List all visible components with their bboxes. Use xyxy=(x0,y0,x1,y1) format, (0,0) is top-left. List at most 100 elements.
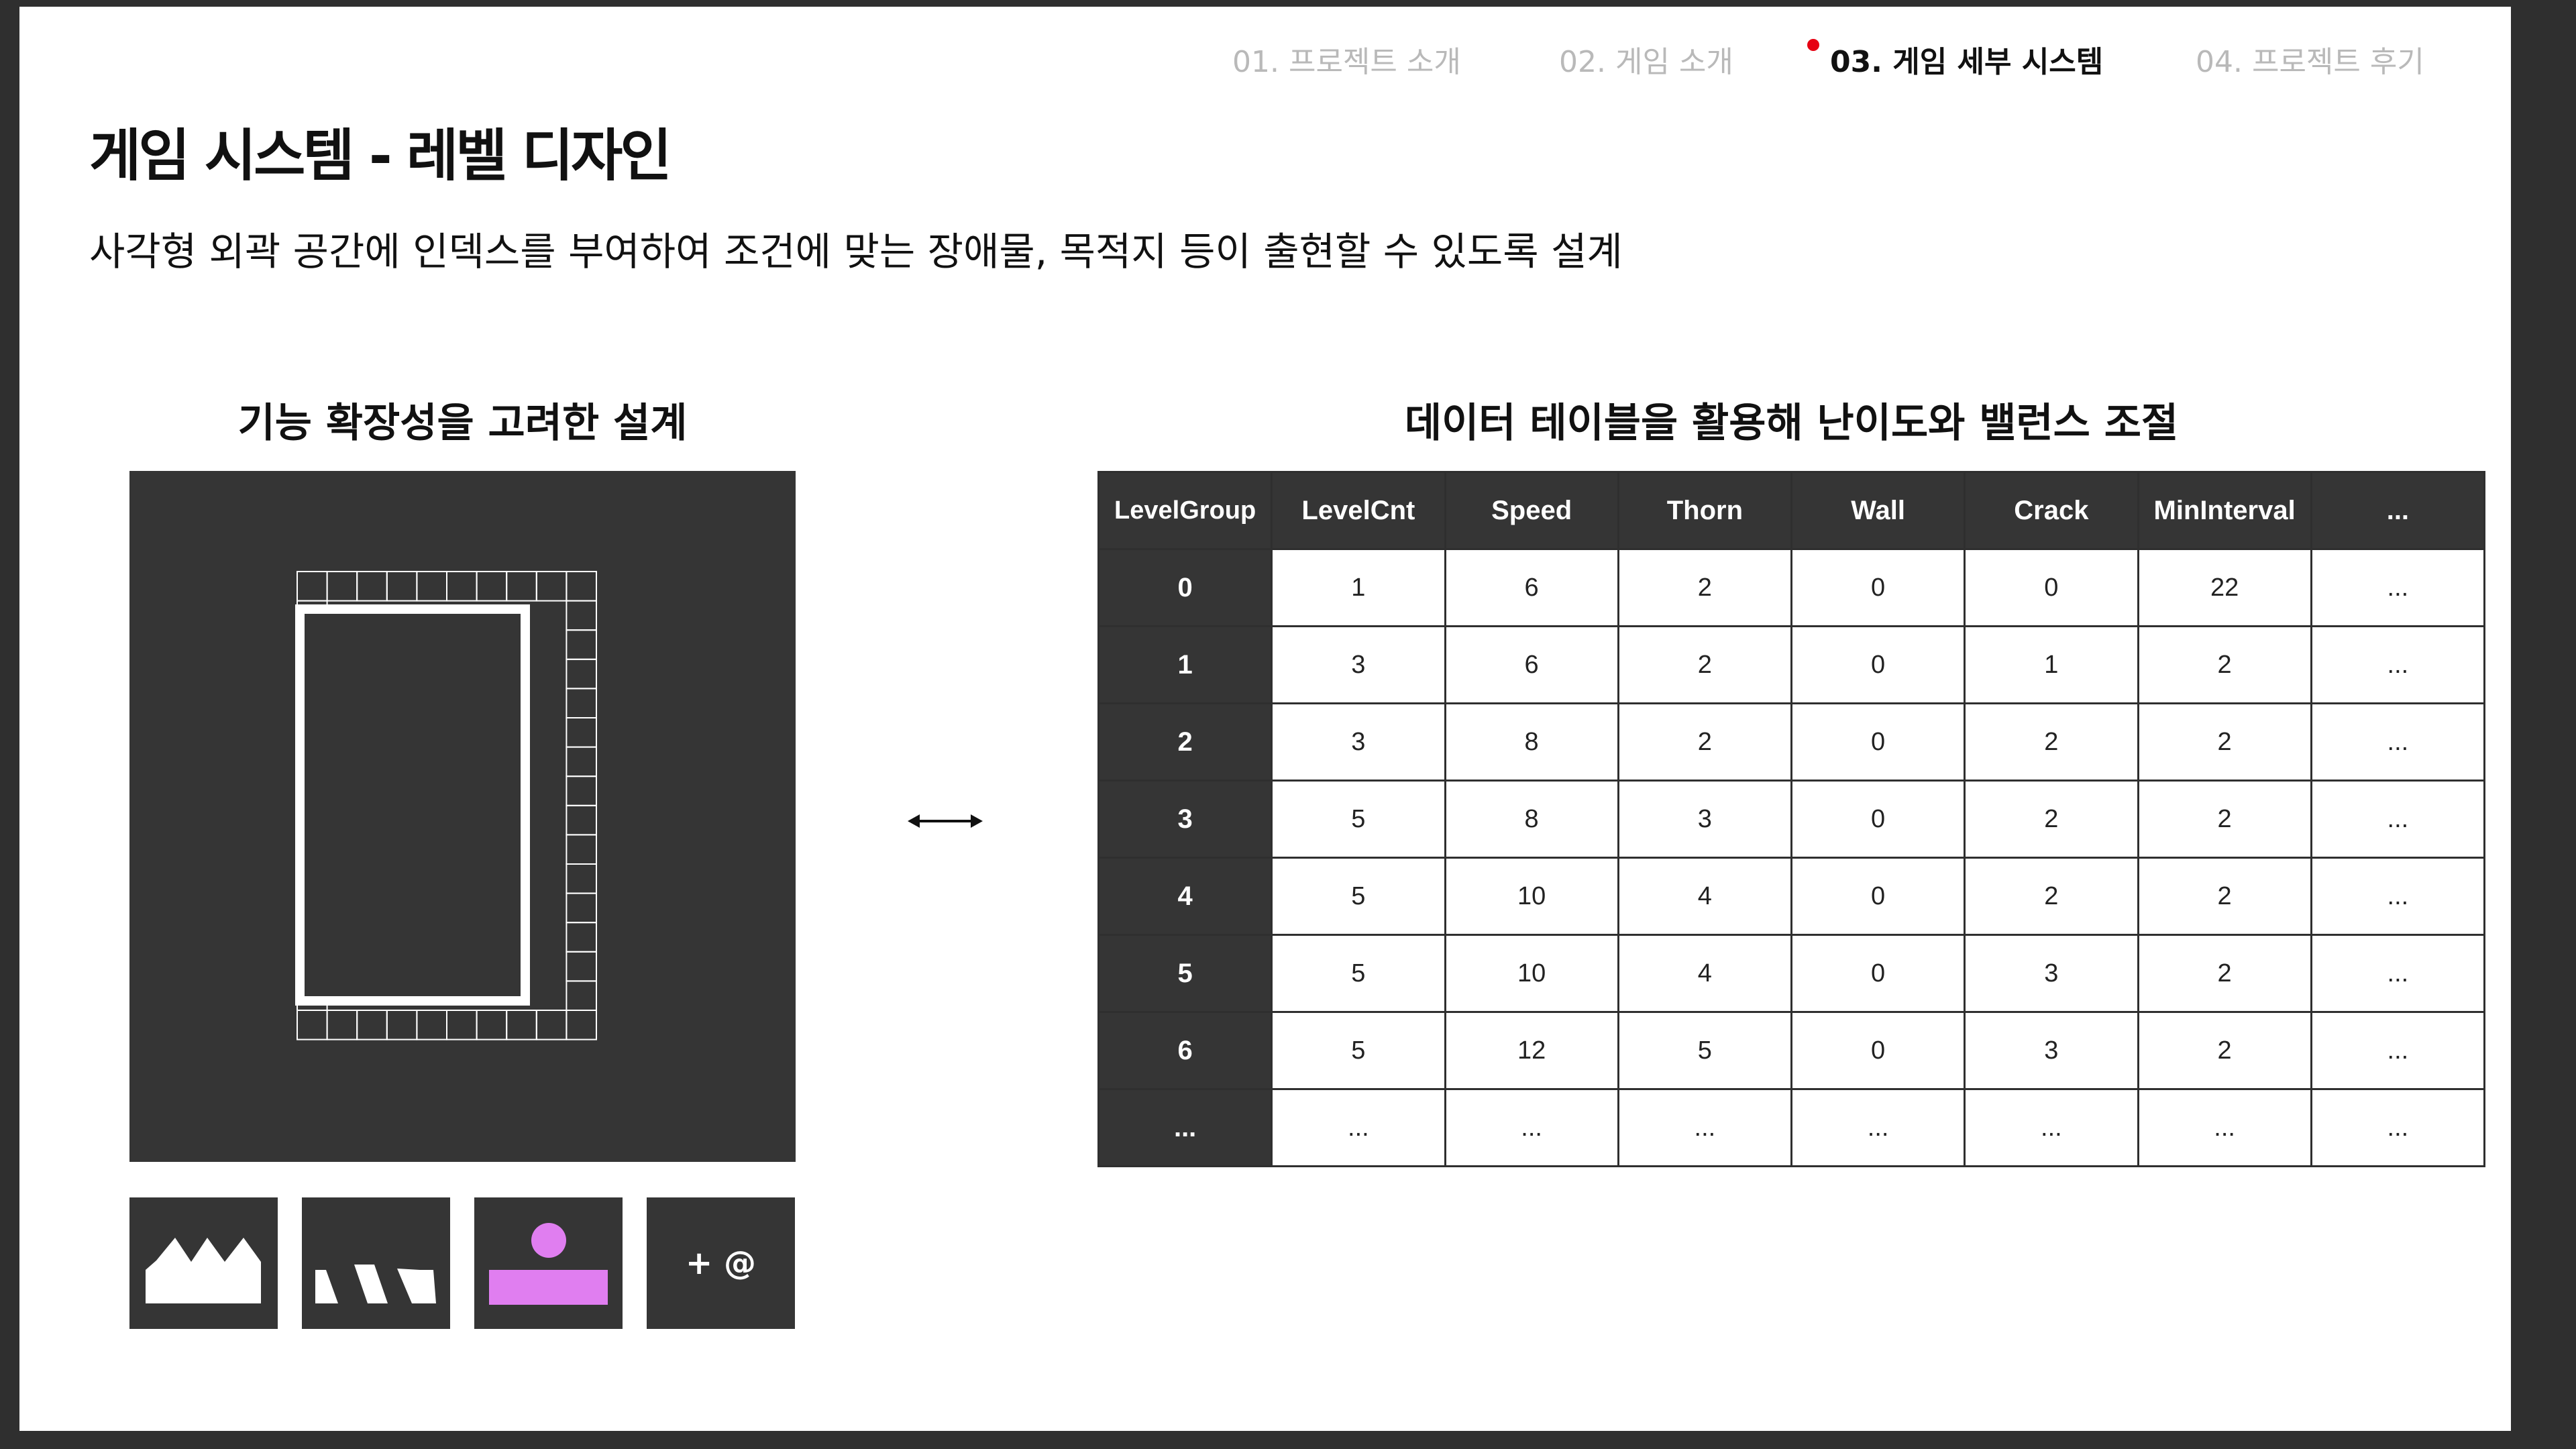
grid-index-cell xyxy=(566,717,598,748)
table-cell: 10 xyxy=(1444,934,1619,1013)
grid-index-cell xyxy=(566,571,598,602)
row-header-cell: 2 xyxy=(1097,702,1273,782)
grid-index-cell xyxy=(535,1010,568,1040)
table-cell: 6 xyxy=(1444,548,1619,627)
grid-index-cell xyxy=(506,1010,537,1040)
right-section-title: 데이터 테이블을 활용해 난이도와 밸런스 조절 xyxy=(1404,400,2179,447)
table-cell: ... xyxy=(2310,857,2486,936)
table-cell: ... xyxy=(1271,1088,1446,1167)
top-nav: 01. 프로젝트 소개 02. 게임 소개 03. 게임 세부 시스템 04. … xyxy=(19,39,2511,86)
table-cell: 2 xyxy=(1964,857,2139,936)
table-cell: 5 xyxy=(1271,857,1446,936)
table-cell: 5 xyxy=(1271,934,1446,1013)
add-icon: + @ xyxy=(686,1244,756,1282)
grid-index-cell xyxy=(566,629,598,660)
grid-index-cell xyxy=(446,571,478,602)
table-cell: ... xyxy=(1790,1088,1966,1167)
grid-index-cell xyxy=(566,863,598,894)
play-area xyxy=(295,604,530,1006)
table-cell: 8 xyxy=(1444,702,1619,782)
table-cell: 2 xyxy=(1964,780,2139,859)
level-layout-panel xyxy=(129,471,796,1162)
grid-index-cell xyxy=(566,834,598,865)
table-row: 2 3 8 2 0 2 2... xyxy=(1097,702,2486,782)
table-cell: ... xyxy=(2310,934,2486,1013)
nav-item-project-review[interactable]: 04. 프로젝트 후기 xyxy=(2196,45,2424,79)
table-cell: 5 xyxy=(1617,1011,1793,1090)
row-header-cell: 5 xyxy=(1097,934,1273,1013)
table-cell: 3 xyxy=(1617,780,1793,859)
grid-index-cell xyxy=(297,571,328,602)
table-cell: 2 xyxy=(2137,857,2312,936)
destination-icon xyxy=(489,1223,608,1305)
grid-index-cell xyxy=(566,922,598,953)
table-cell: 12 xyxy=(1444,1011,1619,1090)
table-cell: 5 xyxy=(1271,1011,1446,1090)
table-cell: 1 xyxy=(1271,548,1446,627)
grid-index-cell xyxy=(446,1010,478,1040)
grid-index-cell xyxy=(356,1010,388,1040)
table-cell: 2 xyxy=(1964,702,2139,782)
grid-index-cell xyxy=(566,980,598,1012)
table-cell: ... xyxy=(1964,1088,2139,1167)
table-cell: 0 xyxy=(1790,1011,1966,1090)
col-header: Crack xyxy=(1964,471,2139,550)
wall-icon xyxy=(315,1265,436,1303)
add-more-tile[interactable]: + @ xyxy=(647,1197,795,1329)
table-cell: ... xyxy=(2310,1088,2486,1167)
table-row: 1 3 6 2 0 1 2... xyxy=(1097,625,2486,704)
table-cell: 2 xyxy=(2137,780,2312,859)
grid-index-cell xyxy=(566,951,598,982)
col-header: LevelCnt xyxy=(1271,471,1446,550)
level-index-grid xyxy=(295,571,598,1040)
table-cell: 6 xyxy=(1444,625,1619,704)
col-header: LevelGroup xyxy=(1097,471,1273,550)
table-cell: 2 xyxy=(1617,625,1793,704)
table-cell: ... xyxy=(2310,625,2486,704)
table-cell: ... xyxy=(2310,1011,2486,1090)
grid-index-cell xyxy=(386,571,418,602)
grid-index-cell xyxy=(386,1010,418,1040)
nav-item-game-intro[interactable]: 02. 게임 소개 xyxy=(1559,45,1733,79)
col-header: Speed xyxy=(1444,471,1619,550)
row-header-cell: 4 xyxy=(1097,857,1273,936)
grid-index-cell xyxy=(326,571,358,602)
grid-index-cell xyxy=(566,658,598,690)
table-cell: 0 xyxy=(1790,702,1966,782)
grid-index-cell xyxy=(535,571,568,602)
page-description: 사각형 외곽 공간에 인덱스를 부여하여 조건에 맞는 장애물, 목적지 등이 … xyxy=(89,229,1623,274)
col-header: ... xyxy=(2310,471,2486,550)
table-cell: 10 xyxy=(1444,857,1619,936)
grid-index-cell xyxy=(566,892,598,924)
table-cell: 8 xyxy=(1444,780,1619,859)
table-cell: 3 xyxy=(1964,934,2139,1013)
nav-item-game-detail-system[interactable]: 03. 게임 세부 시스템 xyxy=(1830,45,2104,79)
wall-obstacle-tile[interactable] xyxy=(302,1197,450,1329)
page-title: 게임 시스템 - 레벨 디자인 xyxy=(89,123,672,189)
grid-index-cell xyxy=(416,571,447,602)
table-cell: ... xyxy=(1617,1088,1793,1167)
grid-index-cell xyxy=(326,1010,358,1040)
table-cell: 3 xyxy=(1271,625,1446,704)
grid-index-cell xyxy=(566,746,598,777)
active-indicator-dot xyxy=(1807,39,1819,51)
destination-tile[interactable] xyxy=(474,1197,623,1329)
grid-index-cell xyxy=(297,1010,328,1040)
thorn-obstacle-tile[interactable] xyxy=(129,1197,278,1329)
table-cell: 2 xyxy=(2137,1011,2312,1090)
grid-index-cell xyxy=(566,804,598,836)
table-cell: 0 xyxy=(1790,625,1966,704)
table-cell: 4 xyxy=(1617,934,1793,1013)
grid-index-cell xyxy=(566,1010,598,1040)
table-cell: 0 xyxy=(1790,857,1966,936)
table-header-row: LevelGroup LevelCnt Speed Thorn Wall Cra… xyxy=(1097,471,2486,550)
table-cell: ... xyxy=(2137,1088,2312,1167)
nav-item-project-intro[interactable]: 01. 프로젝트 소개 xyxy=(1232,45,1461,79)
slide: 01. 프로젝트 소개 02. 게임 소개 03. 게임 세부 시스템 04. … xyxy=(19,7,2511,1431)
table-row: 4 5 10 4 0 2 2... xyxy=(1097,857,2486,936)
table-cell: 1 xyxy=(1964,625,2139,704)
col-header: MinInterval xyxy=(2137,471,2312,550)
table-cell: ... xyxy=(2310,548,2486,627)
col-header: Thorn xyxy=(1617,471,1793,550)
grid-index-cell xyxy=(566,775,598,806)
